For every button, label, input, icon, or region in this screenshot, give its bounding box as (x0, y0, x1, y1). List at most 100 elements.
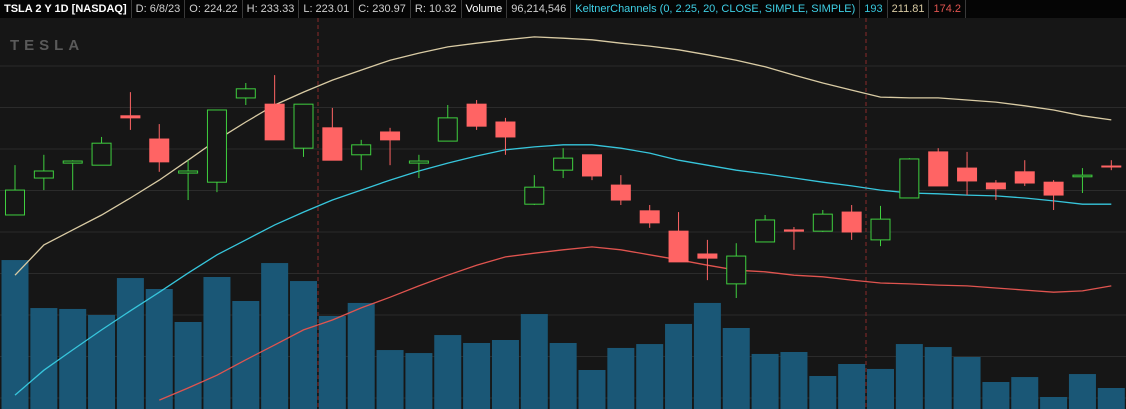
volume-bar (145, 289, 173, 409)
volume-bar (751, 353, 779, 409)
symbol: TSLA 2 Y 1D [NASDAQ] (0, 0, 132, 18)
volume-bar (376, 350, 404, 409)
open-value: O: 224.22 (185, 0, 243, 18)
candles (5, 75, 1122, 298)
volume-bar (434, 335, 462, 409)
keltner-line (159, 246, 1112, 401)
volume-bar (780, 352, 808, 409)
candle-body (120, 115, 141, 119)
candle-body (264, 103, 285, 141)
candle-body (408, 160, 429, 164)
candle-body (841, 211, 862, 233)
candle-body (351, 144, 372, 156)
candle-body (1043, 181, 1064, 196)
volume-bar (809, 376, 837, 409)
candle-body (783, 229, 804, 232)
candle-body (697, 253, 718, 259)
volume-bar (261, 263, 289, 409)
volume-bar (665, 323, 693, 409)
candle-body (928, 151, 949, 187)
candle-body (812, 213, 833, 232)
keltner-lines (14, 36, 1112, 401)
volume-bar (203, 277, 231, 409)
volume-bar (463, 343, 491, 409)
volume-bar (895, 344, 923, 409)
volume-bar (924, 347, 952, 409)
volume-value: 96,214,546 (507, 0, 572, 18)
volume-bar (953, 356, 981, 409)
volume-bar (867, 368, 894, 409)
candle-body (178, 170, 199, 174)
keltner-line (14, 144, 1112, 396)
candle-body (1072, 174, 1093, 178)
candle-body (726, 255, 747, 285)
volume-bar (116, 278, 144, 409)
close-value: C: 230.97 (354, 0, 411, 18)
volume-bar (693, 302, 721, 409)
volume-bar (318, 316, 346, 409)
volume-label: Volume (462, 0, 508, 18)
volume-bar (578, 370, 606, 409)
volume-bars (1, 260, 1125, 409)
volume-bar (838, 364, 866, 409)
volume-bar (174, 322, 202, 409)
keltner-line (14, 36, 1112, 276)
study-label: KeltnerChannels (0, 2.25, 20, CLOSE, SIM… (571, 0, 861, 18)
candle-body (91, 142, 112, 166)
candle-body (553, 157, 574, 171)
candle-body (206, 109, 227, 183)
candle-body (5, 189, 25, 216)
date: D: 6/8/23 (132, 0, 186, 18)
volume-bar (405, 353, 433, 409)
volume-bar (1, 260, 29, 409)
candle-body (33, 170, 54, 179)
volume-bar (1097, 388, 1125, 409)
volume-bar (982, 382, 1010, 409)
candle-body (62, 160, 83, 164)
candle-body (495, 121, 516, 138)
volume-bar (1068, 374, 1096, 409)
candle-body (524, 186, 545, 205)
header-bar: TSLA 2 Y 1D [NASDAQ] D: 6/8/23 O: 224.22… (0, 0, 1126, 18)
candle-body (668, 230, 689, 263)
candle-body (380, 131, 401, 141)
range-value: R: 10.32 (411, 0, 462, 18)
candle-body (322, 127, 343, 161)
candle-body (466, 103, 487, 127)
volume-bar (30, 308, 58, 409)
high-value: H: 233.33 (243, 0, 300, 18)
volume-bar (520, 314, 548, 409)
candle-body (293, 103, 314, 149)
candle-body (437, 117, 458, 142)
low-value: L: 223.01 (299, 0, 355, 18)
candle-body (870, 218, 891, 241)
volume-bar (290, 281, 317, 409)
study-value: 174.2 (929, 0, 967, 18)
candle-body (957, 167, 978, 182)
candle-body (235, 88, 256, 99)
candle-body (899, 158, 920, 199)
watermark: TESLA (10, 37, 84, 54)
study-value: 193 (860, 0, 888, 18)
volume-bar (88, 314, 116, 409)
volume-bar (491, 340, 519, 409)
volume-bar (1011, 377, 1039, 409)
candle-body (1014, 171, 1035, 184)
candle-body (755, 219, 776, 243)
volume-bar (59, 308, 87, 409)
volume-bar (607, 347, 635, 409)
candle-body (149, 138, 170, 163)
volume-bar (549, 343, 577, 409)
volume-bar (1040, 397, 1068, 409)
volume-bar (722, 328, 750, 409)
candle-body (610, 184, 631, 201)
study-value: 211.81 (888, 0, 930, 18)
candle-body (985, 182, 1006, 190)
candle-body (1101, 165, 1122, 168)
candle-body (582, 154, 602, 177)
candle-body (639, 210, 660, 224)
volume-bar (636, 344, 664, 409)
volume-bar (347, 302, 375, 409)
